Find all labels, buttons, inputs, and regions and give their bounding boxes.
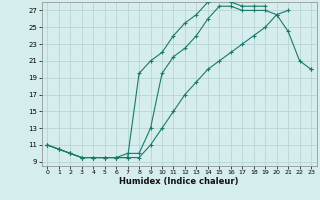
X-axis label: Humidex (Indice chaleur): Humidex (Indice chaleur)	[119, 177, 239, 186]
